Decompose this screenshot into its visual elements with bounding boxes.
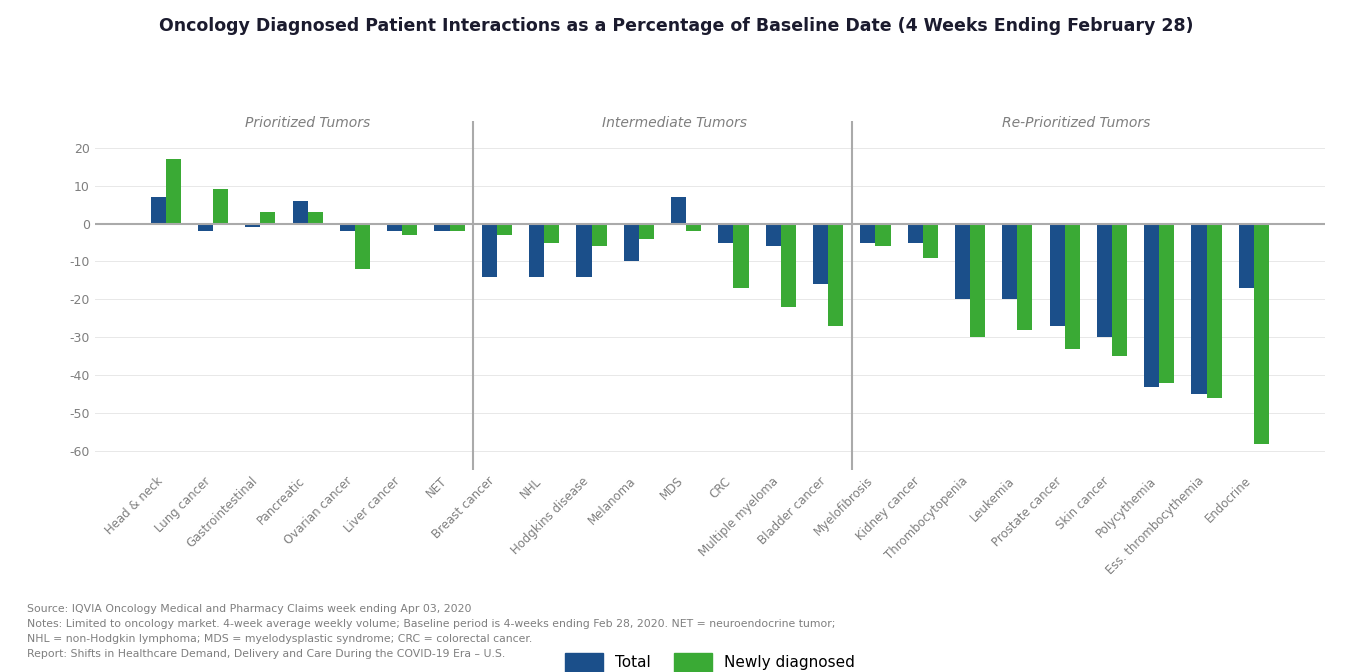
Bar xyxy=(576,224,592,277)
Bar xyxy=(780,224,796,307)
Bar xyxy=(387,224,403,231)
Bar xyxy=(403,224,418,235)
Bar xyxy=(1002,224,1017,300)
Bar xyxy=(875,224,891,247)
Bar xyxy=(1017,224,1033,330)
Bar xyxy=(545,224,560,243)
Bar xyxy=(639,224,654,239)
Bar xyxy=(765,224,780,247)
Bar xyxy=(1253,224,1270,444)
Bar xyxy=(197,224,214,231)
Bar xyxy=(1238,224,1253,288)
Text: Source: IQVIA Oncology Medical and Pharmacy Claims week ending Apr 03, 2020
Note: Source: IQVIA Oncology Medical and Pharm… xyxy=(27,604,836,659)
Bar xyxy=(1064,224,1080,349)
Bar xyxy=(922,224,938,257)
Bar xyxy=(450,224,465,231)
Legend: Total, Newly diagnosed: Total, Newly diagnosed xyxy=(557,646,863,672)
Bar xyxy=(1096,224,1111,337)
Bar xyxy=(623,224,639,261)
Bar xyxy=(1049,224,1064,326)
Bar xyxy=(813,224,827,284)
Bar xyxy=(356,224,370,269)
Bar xyxy=(860,224,875,243)
Text: Re-Prioritized Tumors: Re-Prioritized Tumors xyxy=(1002,116,1151,130)
Text: Intermediate Tumors: Intermediate Tumors xyxy=(602,116,746,130)
Bar xyxy=(434,224,450,231)
Bar xyxy=(308,212,323,224)
Bar xyxy=(907,224,922,243)
Text: Oncology Diagnosed Patient Interactions as a Percentage of Baseline Date (4 Week: Oncology Diagnosed Patient Interactions … xyxy=(158,17,1194,35)
Text: Prioritized Tumors: Prioritized Tumors xyxy=(245,116,370,130)
Bar xyxy=(166,159,181,224)
Bar xyxy=(529,224,545,277)
Bar xyxy=(687,224,702,231)
Bar xyxy=(1144,224,1159,387)
Bar xyxy=(671,197,687,224)
Bar xyxy=(339,224,356,231)
Bar xyxy=(1111,224,1128,356)
Bar xyxy=(261,212,276,224)
Bar xyxy=(150,197,166,224)
Bar xyxy=(592,224,607,247)
Bar xyxy=(1191,224,1206,394)
Bar xyxy=(481,224,498,277)
Bar xyxy=(733,224,749,288)
Bar xyxy=(969,224,986,337)
Bar xyxy=(827,224,844,326)
Bar xyxy=(245,224,261,227)
Bar xyxy=(214,190,228,224)
Bar xyxy=(498,224,512,235)
Bar xyxy=(1159,224,1175,383)
Bar xyxy=(292,201,308,224)
Bar xyxy=(955,224,969,300)
Bar xyxy=(1206,224,1222,398)
Bar xyxy=(718,224,733,243)
